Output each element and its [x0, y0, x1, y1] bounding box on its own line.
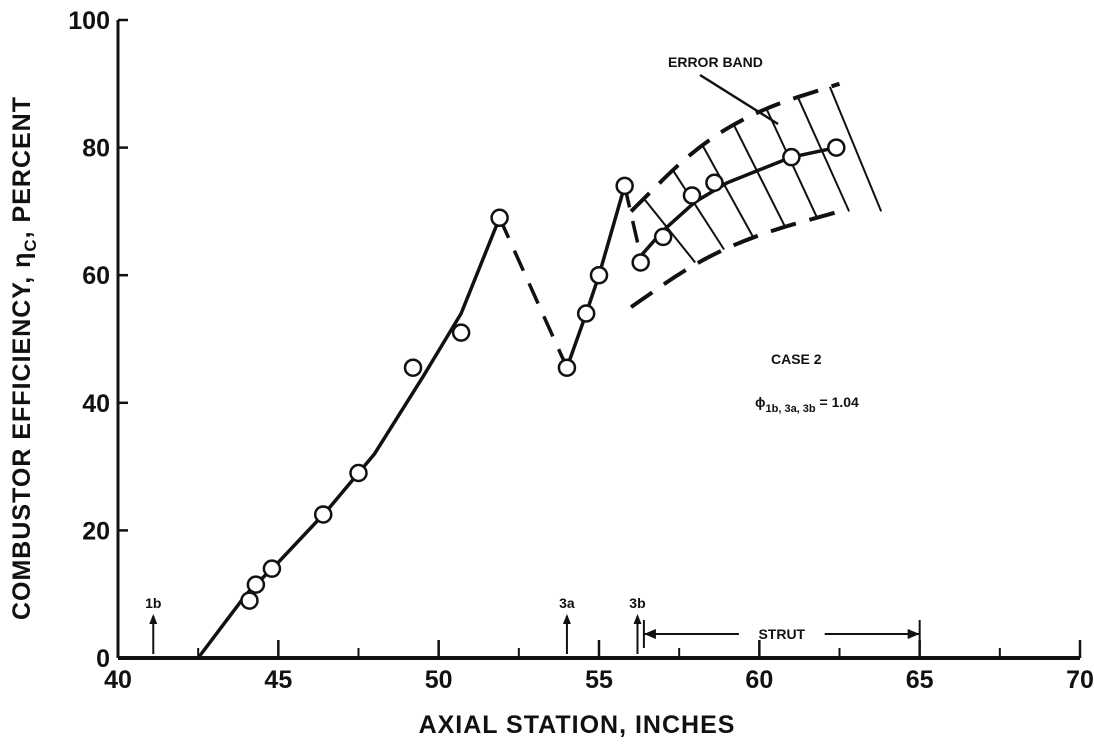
- data-point: [240, 591, 259, 610]
- phi-symbol: ϕ: [755, 394, 766, 410]
- x-tick-label: 70: [1066, 666, 1094, 694]
- fit-curve-dashed: [622, 185, 643, 257]
- station-marker-arrow: [149, 614, 158, 624]
- data-point: [705, 173, 724, 192]
- error-band: [629, 81, 883, 309]
- phi-value: = 1.04: [816, 394, 859, 410]
- y-tick-label: 40: [82, 390, 110, 418]
- station-marker-arrow: [562, 614, 571, 624]
- x-tick-label: 55: [585, 666, 613, 694]
- station-marker-label: 1b: [145, 595, 161, 611]
- y-tick-label: 60: [82, 262, 110, 290]
- y-axis-title-main: COMBUSTOR EFFICIENCY,: [8, 268, 36, 620]
- station-marker-label: 3a: [559, 595, 575, 611]
- station-marker-arrow: [633, 614, 642, 624]
- y-tick-label: 0: [96, 645, 110, 673]
- data-point: [589, 265, 609, 285]
- case-label: CASE 2: [771, 351, 822, 367]
- data-points: [240, 138, 846, 610]
- y-axis-title-symbol: η: [8, 252, 36, 268]
- data-point: [576, 304, 596, 323]
- phi-subscript: 1b, 3a, 3b: [766, 403, 816, 415]
- data-point: [557, 358, 577, 377]
- x-tick-label: 50: [425, 666, 453, 694]
- data-point: [682, 186, 702, 205]
- y-axis-title: COMBUSTOR EFFICIENCY, ηC, PERCENT: [8, 96, 40, 620]
- chart-axes: 0 20 40 60 80 100 40 45 50 55 60 65 70: [68, 7, 1094, 694]
- data-point: [313, 505, 333, 524]
- x-tick-label: 45: [264, 666, 292, 694]
- x-tick-label: 60: [745, 666, 773, 694]
- x-axis-title: AXIAL STATION, INCHES: [419, 711, 736, 739]
- fit-curve-solid: [196, 217, 502, 660]
- data-point: [262, 559, 282, 578]
- y-axis-title-subscript: C: [21, 238, 40, 251]
- data-point: [349, 463, 368, 483]
- y-axis-title-tail: , PERCENT: [8, 96, 36, 238]
- fit-curve-dashed: [497, 217, 569, 369]
- data-point: [782, 147, 801, 167]
- station-markers: 1b 3a 3b: [145, 595, 646, 654]
- error-band-hatch: [700, 143, 754, 238]
- error-band-hatch: [796, 96, 851, 212]
- y-tick-label: 20: [82, 517, 110, 545]
- x-tick-label: 65: [906, 666, 934, 694]
- phi-label: ϕ1b, 3a, 3b = 1.04: [755, 394, 859, 415]
- strut-arrowhead-left: [643, 629, 656, 639]
- y-tick-label: 100: [68, 7, 110, 35]
- data-point: [615, 176, 634, 196]
- y-tick-label: 80: [82, 135, 110, 163]
- strut-indicator: STRUT: [642, 620, 921, 648]
- fit-curve: [196, 145, 837, 660]
- data-point: [653, 227, 673, 247]
- x-tick-label: 40: [104, 666, 132, 694]
- data-point: [490, 208, 509, 228]
- data-point: [246, 575, 266, 594]
- error-band-leader: [699, 73, 779, 126]
- error-band-hatch: [732, 124, 786, 228]
- station-marker-label: 3b: [629, 595, 645, 611]
- data-point: [403, 358, 423, 377]
- error-band-hatch: [671, 169, 725, 251]
- data-point: [827, 138, 846, 157]
- error-band-upper: [629, 81, 841, 213]
- strut-label: STRUT: [758, 626, 805, 642]
- data-point: [451, 323, 471, 342]
- error-band-hatch: [828, 86, 883, 212]
- fit-curve-solid: [565, 185, 627, 369]
- error-band-lower: [629, 209, 841, 309]
- data-point: [631, 253, 650, 272]
- strut-arrowhead-right: [907, 629, 920, 639]
- error-band-label: ERROR BAND: [668, 54, 763, 70]
